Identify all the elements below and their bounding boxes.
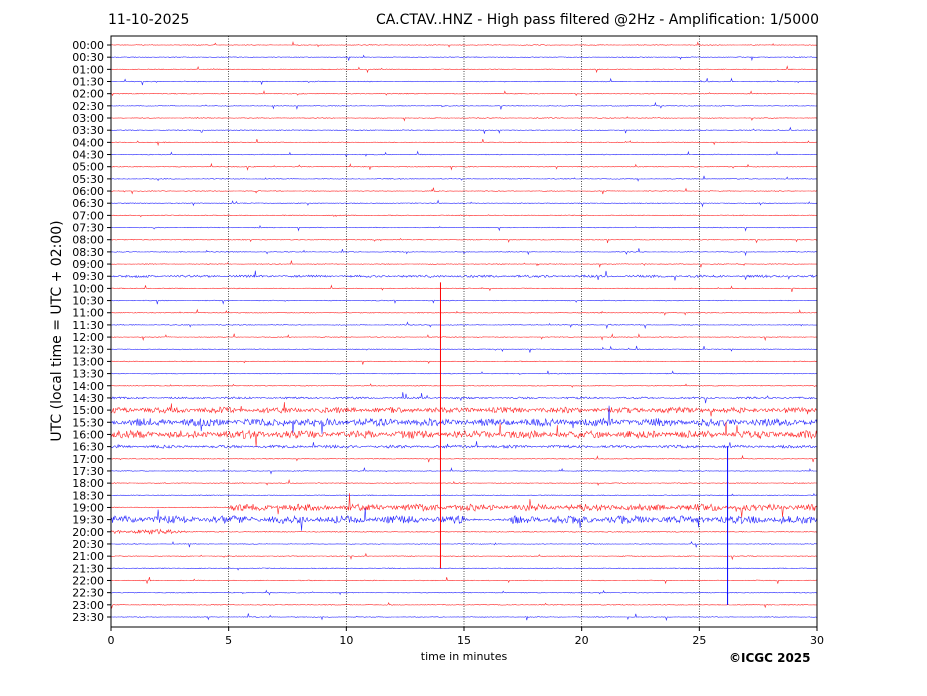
- plot-frame: [110, 35, 818, 628]
- y-tick-label: 06:00: [72, 185, 104, 198]
- y-tick-label: 18:30: [72, 489, 104, 502]
- y-tick-label: 01:00: [72, 63, 104, 76]
- y-tick-label: 19:00: [72, 501, 104, 514]
- y-tick-label: 16:30: [72, 441, 104, 454]
- y-tick-label: 20:30: [72, 538, 104, 551]
- y-tick-label: 22:30: [72, 587, 104, 600]
- y-tick-label: 00:30: [72, 51, 104, 64]
- trace-row-2200: [110, 577, 818, 585]
- x-tick-label: 10: [339, 634, 353, 647]
- y-tick-label: 08:00: [72, 234, 104, 247]
- trace-row-1630: [110, 441, 818, 450]
- y-tick-label: 13:30: [72, 368, 104, 381]
- y-tick-label: 21:30: [72, 562, 104, 575]
- y-tick-label: 23:00: [72, 599, 104, 612]
- trace-row-2230: [110, 589, 818, 596]
- y-tick-label: 00:00: [72, 39, 104, 52]
- y-tick-label: 12:00: [72, 331, 104, 344]
- y-tick-label: 02:00: [72, 88, 104, 101]
- y-axis-label: UTC (local time = UTC + 02:00): [49, 220, 65, 442]
- y-tick-label: 12:30: [72, 343, 104, 356]
- trace-row-1100: [111, 308, 818, 316]
- y-tick-label: 15:00: [72, 404, 104, 417]
- y-tick-label: 02:30: [72, 100, 104, 113]
- y-tick-label: 15:30: [72, 416, 104, 429]
- y-tick-label: 20:00: [72, 526, 104, 539]
- y-tick-label: 01:30: [72, 76, 104, 89]
- y-tick-label: 04:30: [72, 149, 104, 162]
- y-tick-label: 17:00: [72, 453, 104, 466]
- trace-row-0300: [110, 116, 818, 122]
- y-tick-label: 18:00: [72, 477, 104, 490]
- trace-row-1400: [110, 383, 818, 388]
- y-tick-label: 09:00: [72, 258, 104, 271]
- x-tick-label: 0: [108, 634, 115, 647]
- trace-row-1800: [111, 478, 818, 486]
- trace-row-1030: [110, 299, 818, 305]
- y-tick-label: 21:00: [72, 550, 104, 563]
- y-tick-label: 14:30: [72, 392, 104, 405]
- x-tick-label: 5: [225, 634, 232, 647]
- trace-row-0730: [110, 225, 818, 232]
- y-tick-label: 04:00: [72, 136, 104, 149]
- y-tick-label: 17:30: [72, 465, 104, 478]
- trace-row-1600: [110, 421, 818, 448]
- y-tick-label: 08:30: [72, 246, 104, 259]
- chart-title: CA.CTAV..HNZ - High pass filtered @2Hz -…: [376, 12, 819, 28]
- y-tick-label: 07:00: [72, 209, 104, 222]
- y-tick-label: 14:00: [72, 380, 104, 393]
- trace-row-0430: [110, 150, 818, 158]
- copyright: ©ICGC 2025: [729, 651, 811, 665]
- x-axis-label: time in minutes: [420, 650, 508, 663]
- y-tick-label: 06:30: [72, 197, 104, 210]
- y-tick-label: 22:00: [72, 574, 104, 587]
- trace-row-0000: [110, 41, 818, 48]
- trace-row-0700: [110, 214, 817, 218]
- trace-row-0630: [110, 199, 818, 208]
- y-tick-label: 11:30: [72, 319, 104, 332]
- y-tick-label: 11:00: [72, 307, 104, 320]
- y-tick-label: 16:00: [72, 428, 104, 441]
- y-tick-label: 03:30: [72, 124, 104, 137]
- y-tick-label: 03:00: [72, 112, 104, 125]
- y-tick-label: 10:00: [72, 282, 104, 295]
- trace-row-0400: [110, 139, 817, 147]
- y-tick-label: 19:30: [72, 514, 104, 527]
- trace-row-0330: [110, 126, 818, 134]
- y-tick-label: 13:00: [72, 355, 104, 368]
- x-tick-label: 25: [692, 634, 706, 647]
- x-tick-label: 30: [810, 634, 824, 647]
- trace-row-1130: [110, 321, 817, 330]
- trace-row-2130: [110, 566, 818, 571]
- y-tick-label: 07:30: [72, 222, 104, 235]
- chart-date: 11-10-2025: [108, 12, 190, 28]
- x-tick-label: 15: [457, 634, 471, 647]
- y-tick-label: 09:30: [72, 270, 104, 283]
- y-tick-label: 05:00: [72, 161, 104, 174]
- y-tick-label: 23:30: [72, 611, 104, 624]
- x-tick-label: 20: [575, 634, 589, 647]
- y-tick-label: 10:30: [72, 295, 104, 308]
- y-tick-label: 05:30: [72, 173, 104, 186]
- trace-row-1830: [110, 492, 818, 497]
